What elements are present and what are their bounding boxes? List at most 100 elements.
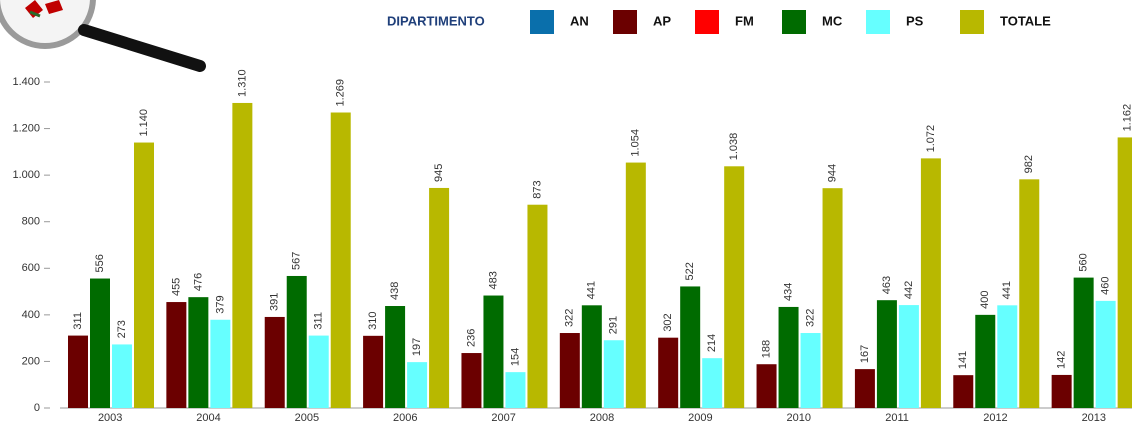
x-tick-label: 2009 (688, 412, 712, 423)
chart: DIPARTIMENTO ANAPFMMCPSTOTALE 0200400600… (0, 0, 1132, 423)
x-tick-label: 2008 (590, 412, 614, 423)
bar (877, 300, 897, 408)
value-label: 441 (1001, 281, 1013, 299)
value-label: 982 (1023, 155, 1035, 173)
value-label: 1.162 (1122, 104, 1132, 132)
bar (265, 317, 285, 408)
legend-swatch (960, 10, 984, 34)
legend-label: PS (906, 13, 924, 28)
bar (801, 333, 821, 408)
x-tick-label: 2012 (983, 412, 1007, 423)
value-label: 442 (903, 281, 915, 299)
bar (975, 315, 995, 408)
value-label: 1.269 (335, 79, 347, 107)
bar (626, 163, 646, 408)
x-tick-label: 2005 (295, 412, 319, 423)
bar (429, 188, 449, 408)
y-tick-label: 0 (34, 402, 40, 414)
value-label: 441 (586, 281, 598, 299)
bar (779, 307, 799, 408)
value-label: 311 (313, 312, 325, 330)
bar (899, 305, 919, 408)
value-label: 322 (804, 309, 816, 327)
bar (582, 305, 602, 408)
value-label: 188 (760, 340, 772, 358)
value-label: 141 (957, 351, 969, 369)
bar (1096, 301, 1116, 408)
value-label: 197 (411, 338, 423, 356)
legend-label: TOTALE (1000, 13, 1051, 28)
bar (702, 358, 722, 408)
x-tick-label: 2011 (885, 412, 909, 423)
y-tick-label: 400 (22, 309, 40, 321)
bar (997, 305, 1017, 408)
value-label: 522 (684, 262, 696, 280)
value-label: 400 (979, 290, 991, 308)
bar (210, 320, 230, 408)
legend-label: MC (822, 13, 843, 28)
value-label: 273 (116, 320, 128, 338)
value-label: 1.072 (925, 125, 937, 153)
bar (112, 344, 132, 408)
bar (188, 297, 208, 408)
value-label: 214 (706, 334, 718, 352)
legend-swatch (695, 10, 719, 34)
legend-swatch (782, 10, 806, 34)
y-tick-label: 1.000 (12, 169, 40, 181)
value-label: 434 (782, 283, 794, 301)
value-label: 167 (859, 345, 871, 363)
bar (724, 166, 744, 408)
bar (461, 353, 481, 408)
bar (823, 188, 843, 408)
x-tick-label: 2006 (393, 412, 417, 423)
legend-label: FM (735, 13, 754, 28)
bar (757, 364, 777, 408)
legend-swatch (530, 10, 554, 34)
value-label: 391 (269, 293, 281, 311)
bar (527, 205, 547, 408)
value-label: 460 (1100, 277, 1112, 295)
bar (363, 336, 383, 408)
bar (166, 302, 186, 408)
y-tick-label: 200 (22, 355, 40, 367)
value-label: 311 (72, 312, 84, 330)
y-tick-label: 600 (22, 262, 40, 274)
value-label: 1.054 (630, 129, 642, 157)
bar (407, 362, 427, 408)
x-tick-label: 2013 (1082, 412, 1106, 423)
value-label: 1.038 (728, 133, 740, 161)
value-label: 560 (1078, 253, 1090, 271)
bar (1052, 375, 1072, 408)
value-label: 463 (881, 276, 893, 294)
value-label: 1.310 (236, 69, 248, 97)
bar (953, 375, 973, 408)
value-label: 873 (531, 180, 543, 198)
value-label: 438 (389, 282, 401, 300)
x-tick-label: 2007 (491, 412, 515, 423)
bar (1118, 137, 1132, 408)
bar (134, 143, 154, 408)
bar (505, 372, 525, 408)
bar (855, 369, 875, 408)
value-label: 476 (192, 273, 204, 291)
value-label: 142 (1056, 351, 1068, 369)
y-tick-label: 800 (22, 216, 40, 228)
bar (331, 113, 351, 408)
x-tick-label: 2003 (98, 412, 122, 423)
bar (483, 296, 503, 408)
value-label: 455 (170, 278, 182, 296)
value-label: 379 (214, 295, 226, 313)
bar (680, 286, 700, 408)
value-label: 154 (509, 348, 521, 366)
value-label: 310 (367, 311, 379, 329)
bar (309, 336, 329, 408)
bar (658, 338, 678, 408)
bar (604, 340, 624, 408)
value-label: 556 (94, 254, 106, 272)
bar (68, 336, 88, 408)
x-tick-label: 2010 (786, 412, 810, 423)
legend-label: AP (653, 13, 671, 28)
value-label: 483 (487, 271, 499, 289)
value-label: 567 (291, 252, 303, 270)
